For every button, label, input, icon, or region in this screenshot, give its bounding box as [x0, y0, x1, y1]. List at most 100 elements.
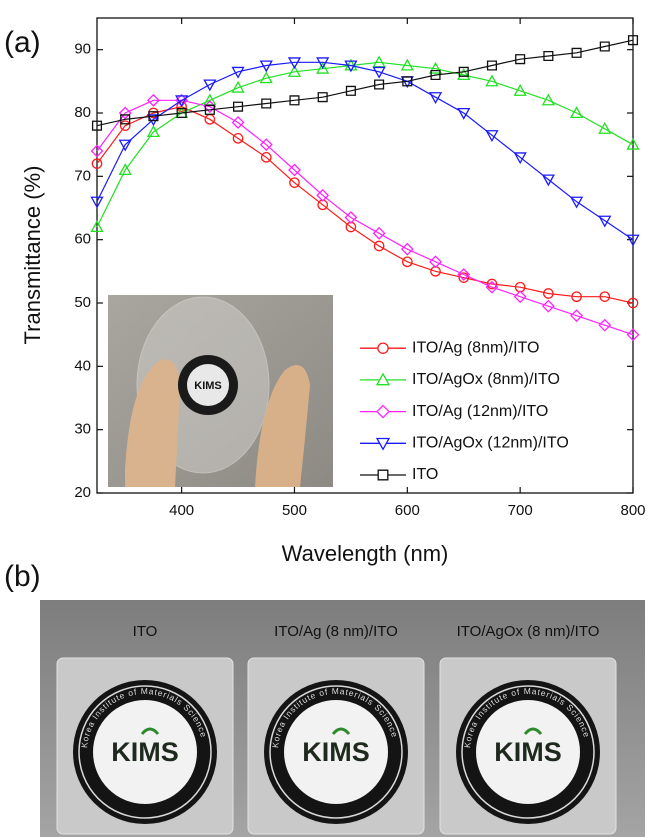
data-marker [203, 79, 217, 92]
data-marker [430, 266, 441, 277]
x-tick-label: 700 [508, 502, 533, 519]
data-marker [430, 69, 441, 81]
data-marker [458, 66, 469, 77]
data-marker [485, 130, 499, 143]
panel-label: (a) [4, 26, 41, 59]
legend-marker [377, 469, 389, 481]
data-marker [571, 291, 582, 302]
logo-text: KIMS [302, 737, 370, 767]
logo-center [476, 700, 580, 804]
data-marker [543, 50, 554, 62]
data-marker [626, 328, 640, 342]
data-marker [231, 116, 245, 129]
data-marker [374, 79, 385, 90]
data-marker [289, 95, 300, 106]
data-marker [485, 74, 499, 87]
x-tick-label: 400 [169, 502, 194, 519]
plot-frame [96, 17, 634, 494]
data-marker [260, 152, 272, 163]
data-marker [513, 290, 527, 304]
data-marker [148, 111, 159, 122]
data-marker [571, 47, 582, 58]
data-marker [457, 268, 471, 281]
legend-label: ITO/AgOx (12nm)/ITO [412, 435, 569, 452]
data-marker [344, 211, 358, 224]
data-marker [402, 76, 413, 87]
data-marker [146, 125, 161, 138]
y-tick-label: 90 [74, 41, 91, 58]
data-marker [90, 144, 104, 158]
data-marker [91, 120, 103, 131]
series-line [96, 106, 634, 304]
y-tick-label: 50 [74, 294, 91, 311]
data-marker [458, 272, 470, 283]
y-tick-label: 80 [74, 104, 91, 121]
inset-photo: KIMS [108, 295, 333, 487]
data-marker [118, 163, 132, 176]
legend-label: ITO/AgOx (8nm)/ITO [412, 371, 560, 388]
logo-ring-line [78, 685, 212, 819]
data-marker [231, 66, 245, 79]
data-marker [176, 107, 187, 119]
y-tick-label: 30 [74, 421, 91, 438]
x-tick-label: 500 [282, 502, 307, 519]
data-marker [289, 177, 300, 188]
data-marker [317, 92, 328, 103]
data-marker [259, 71, 273, 84]
panel-label: (b) [4, 560, 41, 593]
data-marker [569, 106, 584, 119]
data-marker [486, 60, 497, 71]
y-axis-label: Transmittance (%) [20, 166, 45, 345]
data-marker [428, 61, 443, 74]
data-marker [119, 120, 131, 131]
data-marker [541, 174, 555, 187]
legend-marker [375, 372, 391, 386]
data-marker [626, 234, 640, 247]
data-marker [400, 242, 414, 256]
data-marker [513, 83, 527, 96]
data-marker [541, 299, 555, 313]
data-marker [345, 221, 357, 233]
data-marker [316, 61, 330, 74]
data-marker [120, 114, 131, 125]
legend-label: ITO/Ag (8nm)/ITO [412, 339, 539, 356]
data-marker [118, 139, 132, 152]
data-marker [541, 93, 555, 106]
data-marker [598, 215, 612, 228]
data-marker [175, 95, 189, 108]
data-marker [598, 121, 612, 134]
data-marker [231, 80, 245, 93]
data-marker [569, 196, 584, 209]
data-marker [118, 106, 132, 120]
data-marker [513, 152, 527, 165]
data-marker [317, 199, 329, 211]
sample-label: ITO [133, 623, 158, 640]
logo-center [187, 364, 229, 406]
data-marker [627, 35, 639, 46]
y-tick-label: 70 [74, 167, 91, 184]
logo-arc [523, 727, 543, 735]
data-marker [373, 240, 385, 252]
data-marker [626, 137, 640, 150]
data-marker [203, 93, 217, 106]
data-marker [204, 104, 215, 115]
data-marker [570, 309, 583, 323]
data-marker [233, 101, 244, 112]
data-marker [485, 280, 499, 294]
data-marker [400, 58, 414, 71]
logo-ring-line [269, 685, 403, 819]
legend-marker [376, 404, 390, 419]
data-marker [287, 57, 302, 70]
data-marker [599, 291, 611, 302]
logo-ring-line [461, 685, 595, 819]
data-marker [232, 133, 244, 144]
data-marker [90, 220, 104, 233]
data-marker [146, 114, 161, 127]
x-tick-label: 800 [620, 502, 645, 519]
legend-label: ITO [412, 466, 438, 483]
legend-label: ITO/Ag (12nm)/ITO [412, 403, 548, 420]
data-marker [288, 163, 301, 177]
data-marker [90, 196, 104, 209]
data-marker [344, 60, 358, 73]
